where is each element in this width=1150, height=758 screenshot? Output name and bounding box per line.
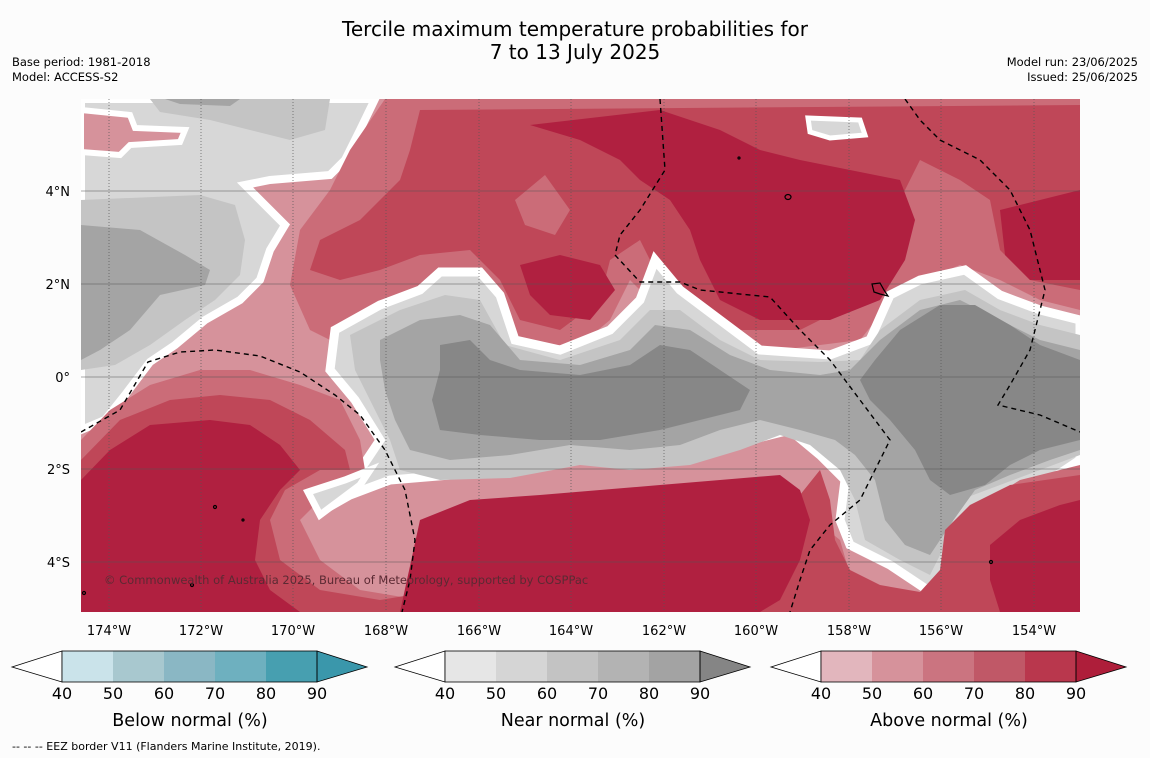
above-region-south-70c [990,500,1080,612]
islands [81,156,994,596]
colorbar-above-tick-90: 90 [1066,684,1086,703]
colorbar-below-bin-2 [113,651,164,682]
colorbar-below-tick-50: 50 [103,684,123,703]
lat-tick-labels: 4°N 2°N 0° 2°S 4°S [46,185,71,571]
colorbar-above-tick-50: 50 [862,684,882,703]
lon-tick-166w: 166°W [457,624,501,639]
lon-tick-162w: 162°W [642,624,686,639]
colorbar-near-bin-1 [445,651,496,682]
lat-tick-2s: 2°S [47,463,70,478]
colorbar-below-normal: 40 50 60 70 80 90 Below normal (%) [10,650,369,731]
above-region-south-70b [400,475,810,612]
colorbar-above-tick-60: 60 [913,684,933,703]
eez-borders [81,99,1080,612]
above-region-north-50b [515,175,570,235]
lon-tick-160w: 160°W [734,624,778,639]
near-region-northwest-60 [81,225,210,360]
lon-tick-156w: 156°W [919,624,963,639]
lon-tick-170w: 170°W [271,624,315,639]
lon-tick-labels: 174°W 172°W 170°W 168°W 166°W 164°W 162°… [87,624,1056,639]
copyright-notice: © Commonwealth of Australia 2025, Bureau… [104,573,588,587]
colorbar-below-tick-80: 80 [256,684,276,703]
chart-title: Tercile maximum temperature probabilitie… [0,18,1150,64]
lat-tick-2n: 2°N [46,278,71,293]
colorbar-above-extend-low [769,650,822,683]
lon-tick-168w: 168°W [364,624,408,639]
colorbar-below-tick-40: 40 [52,684,72,703]
colorbar-below-bin-3 [164,651,215,682]
colorbar-above-bin-4 [974,651,1025,682]
colorbar-near-bin-5 [649,651,700,682]
near-region-central-70b [860,305,1080,495]
near-blob-southwest [302,462,380,521]
model-run: Model run: 23/06/2025 [1006,55,1138,69]
colorbar-below-extend-high [316,650,369,683]
lat-tick-4n: 4°N [46,185,71,200]
colorbar-below-bin-1 [62,651,113,682]
colorbar-above-bin-5 [1025,651,1076,682]
near-region-northwest-top [150,99,330,140]
issued-date: Issued: 25/06/2025 [1027,70,1138,84]
above-region-north-70a [530,110,915,320]
colorbar-near-tick-90: 90 [690,684,710,703]
colorbar-below-bin-5 [266,651,317,682]
near-region-central-70a [432,340,750,440]
colorbar-near-tick-50: 50 [486,684,506,703]
colorbar-below-extend-low [10,650,63,683]
colorbar-above-tick-80: 80 [1015,684,1035,703]
colorbar-above-tick-40: 40 [811,684,831,703]
above-blob-northwest [81,106,190,159]
lat-tick-0: 0° [55,371,70,386]
base-period: Base period: 1981-2018 [12,55,151,69]
colorbar-below-bin-4 [215,651,266,682]
colorbar-above-normal: 40 50 60 70 80 90 Above normal (%) [769,650,1128,731]
colorbar-below-tick-70: 70 [205,684,225,703]
probability-field: © Commonwealth of Australia 2025, Bureau… [81,99,1080,612]
colorbar-below-tick-90: 90 [307,684,327,703]
lon-tick-174w: 174°W [87,624,131,639]
colorbar-above-bin-3 [923,651,974,682]
colorbar-above-title: Above normal (%) [870,711,1028,731]
lon-tick-172w: 172°W [179,624,223,639]
colorbar-near-bin-3 [547,651,598,682]
lon-tick-158w: 158°W [827,624,871,639]
colorbar-above-extend-high [1075,650,1128,683]
colorbar-near-normal: 40 50 60 70 80 90 Near normal (%) [393,650,752,731]
title-line-2: 7 to 13 July 2025 [489,40,661,64]
above-region-north-70b [520,255,615,320]
above-region-north-70c [1000,190,1080,280]
near-blob-north [805,115,869,141]
colorbar-above-bin-1 [821,651,872,682]
colorbar-near-title: Near normal (%) [501,711,646,731]
colorbar-above-bin-2 [872,651,923,682]
eez-footnote: -- -- -- EEZ border V11 (Flanders Marine… [12,740,321,753]
colorbar-below-tick-60: 60 [154,684,174,703]
meta-left: Base period: 1981-2018 Model: ACCESS-S2 [12,55,151,85]
meta-right: Model run: 23/06/2025 Issued: 25/06/2025 [1007,55,1138,85]
colorbar-near-tick-80: 80 [639,684,659,703]
colorbar-above-tick-70: 70 [964,684,984,703]
near-region-northwest-top-60 [165,99,240,106]
above-region-south-60 [81,395,1080,612]
lat-tick-4s: 4°S [47,556,70,571]
lon-tick-154w: 154°W [1012,624,1056,639]
graticule [81,190,1080,563]
colorbar-near-bin-4 [598,651,649,682]
colorbar-near-tick-70: 70 [588,684,608,703]
colorbar-near-bin-2 [496,651,547,682]
colorbar-near-extend-low [393,650,446,683]
lon-tick-164w: 164°W [549,624,593,639]
title-line-1: Tercile maximum temperature probabilitie… [342,17,808,41]
colorbar-near-tick-60: 60 [537,684,557,703]
model-name: Model: ACCESS-S2 [12,70,119,84]
colorbar-near-tick-40: 40 [435,684,455,703]
colorbar-below-title: Below normal (%) [112,711,267,731]
above-region-south-70a [81,420,300,612]
colorbar-near-extend-high [699,650,752,683]
